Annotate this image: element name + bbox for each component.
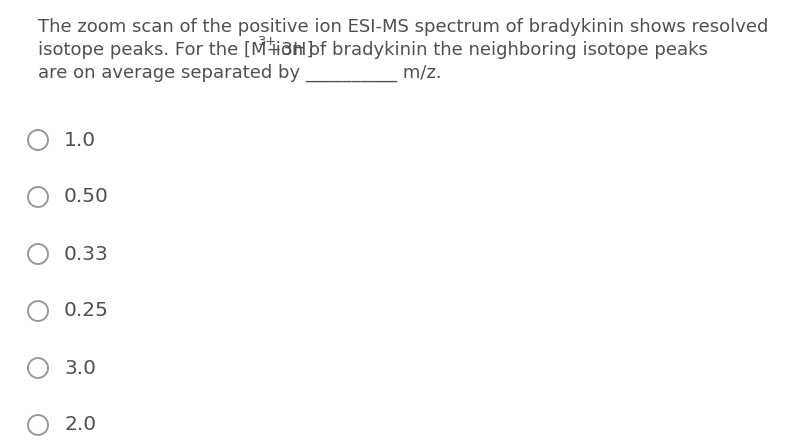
Text: are on average separated by __________ m/z.: are on average separated by __________ m… xyxy=(38,64,441,82)
Text: 0.25: 0.25 xyxy=(64,302,109,321)
Text: 3+: 3+ xyxy=(257,35,276,48)
Text: 0.33: 0.33 xyxy=(64,244,108,264)
Text: 1.0: 1.0 xyxy=(64,131,97,149)
Text: 2.0: 2.0 xyxy=(64,415,97,434)
Text: ion of bradykinin the neighboring isotope peaks: ion of bradykinin the neighboring isotop… xyxy=(270,41,708,59)
Text: The zoom scan of the positive ion ESI-MS spectrum of bradykinin shows resolved: The zoom scan of the positive ion ESI-MS… xyxy=(38,18,768,36)
Text: 0.50: 0.50 xyxy=(64,187,109,206)
Text: 3.0: 3.0 xyxy=(64,359,96,377)
Text: isotope peaks. For the [M+3H]: isotope peaks. For the [M+3H] xyxy=(38,41,313,59)
